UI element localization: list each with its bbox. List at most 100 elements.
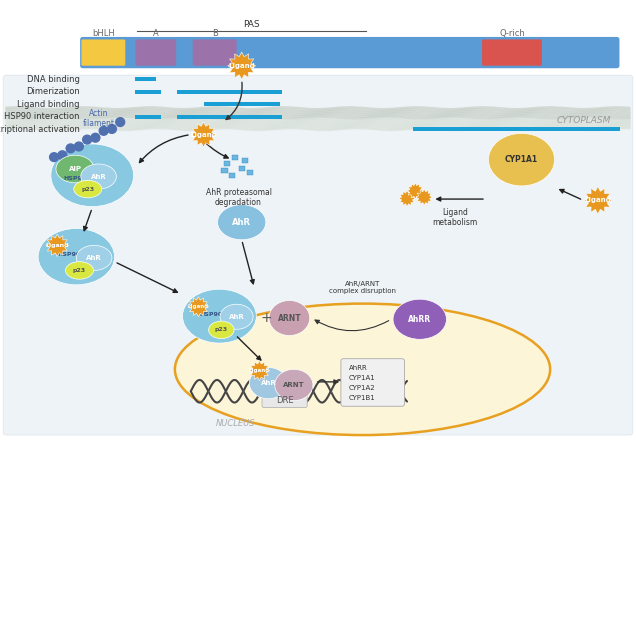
Bar <box>177 115 282 119</box>
Text: PAS: PAS <box>243 20 259 29</box>
Text: AIP: AIP <box>69 166 81 172</box>
FancyBboxPatch shape <box>80 37 619 68</box>
Bar <box>224 161 230 166</box>
Text: CYP1A1: CYP1A1 <box>505 155 538 164</box>
Text: HSP90: HSP90 <box>64 176 86 181</box>
Bar <box>413 127 620 131</box>
Bar <box>204 102 280 106</box>
Text: AhR: AhR <box>86 255 102 261</box>
Text: Ligand: Ligand <box>228 63 255 69</box>
Ellipse shape <box>51 144 134 207</box>
FancyBboxPatch shape <box>135 39 176 66</box>
FancyBboxPatch shape <box>482 39 542 66</box>
Bar <box>135 90 161 94</box>
Polygon shape <box>46 234 69 257</box>
FancyBboxPatch shape <box>3 75 633 435</box>
Polygon shape <box>191 122 216 147</box>
FancyBboxPatch shape <box>81 39 125 66</box>
Bar <box>135 77 156 81</box>
Text: DNA binding: DNA binding <box>27 74 80 84</box>
Text: Transcriptional activation: Transcriptional activation <box>0 125 80 134</box>
Ellipse shape <box>220 304 253 329</box>
Polygon shape <box>188 297 209 317</box>
Ellipse shape <box>218 205 266 240</box>
Text: Ligand: Ligand <box>188 304 209 309</box>
Ellipse shape <box>249 367 287 399</box>
FancyBboxPatch shape <box>341 359 404 406</box>
Circle shape <box>58 151 67 160</box>
Text: p23: p23 <box>81 187 94 192</box>
Circle shape <box>91 133 100 142</box>
Bar <box>221 168 228 173</box>
Ellipse shape <box>38 228 114 285</box>
Text: HSP90 interaction: HSP90 interaction <box>4 112 80 121</box>
Circle shape <box>99 126 108 135</box>
Text: AhR: AhR <box>229 314 244 320</box>
Circle shape <box>50 153 59 162</box>
Circle shape <box>83 135 92 144</box>
Text: bHLH: bHLH <box>92 29 115 38</box>
Text: Q-rich: Q-rich <box>499 29 525 38</box>
Text: Actin
filament: Actin filament <box>83 109 114 128</box>
Ellipse shape <box>175 304 550 435</box>
Circle shape <box>107 125 116 133</box>
Ellipse shape <box>209 321 234 339</box>
Polygon shape <box>584 187 612 214</box>
Circle shape <box>74 142 83 151</box>
Polygon shape <box>228 52 256 80</box>
Ellipse shape <box>269 300 310 336</box>
Text: ARNT: ARNT <box>277 314 301 322</box>
Text: CYTOPLASM: CYTOPLASM <box>556 116 611 125</box>
Text: p23: p23 <box>73 268 86 273</box>
Text: AhRR: AhRR <box>408 315 431 324</box>
Ellipse shape <box>76 245 112 270</box>
Polygon shape <box>416 189 432 205</box>
Text: +: + <box>260 311 272 325</box>
Text: AhR: AhR <box>91 173 106 180</box>
Ellipse shape <box>393 299 446 339</box>
Text: B: B <box>212 29 218 38</box>
Ellipse shape <box>275 369 313 401</box>
Text: Ligand
metabolism: Ligand metabolism <box>432 208 478 227</box>
Text: CYP1B1: CYP1B1 <box>349 395 375 401</box>
Bar <box>238 166 245 171</box>
Text: Dimerization: Dimerization <box>25 87 80 96</box>
Text: Ligand: Ligand <box>190 131 217 138</box>
Bar <box>177 90 282 94</box>
Polygon shape <box>249 361 270 381</box>
Text: DRE: DRE <box>276 396 294 405</box>
Text: AhR/ARNT
complex disruption: AhR/ARNT complex disruption <box>329 281 396 294</box>
Text: AhR: AhR <box>232 218 251 227</box>
Text: Ligand binding: Ligand binding <box>17 100 80 109</box>
Text: AhR: AhR <box>261 380 276 386</box>
Text: Ligand: Ligand <box>46 243 69 248</box>
Ellipse shape <box>56 155 94 183</box>
Text: Ligand: Ligand <box>584 197 611 203</box>
Text: CYP1A1: CYP1A1 <box>349 375 375 381</box>
Bar <box>247 170 253 175</box>
Bar <box>135 115 161 119</box>
Bar <box>232 155 238 160</box>
Text: NUCLEUS: NUCLEUS <box>216 419 256 428</box>
Ellipse shape <box>66 262 93 279</box>
Text: CYP1A2: CYP1A2 <box>349 385 375 391</box>
Circle shape <box>116 118 125 126</box>
Ellipse shape <box>488 133 555 186</box>
Bar <box>229 173 235 178</box>
Text: AhR proteasomal
degradation: AhR proteasomal degradation <box>205 188 272 207</box>
Text: A: A <box>153 29 159 38</box>
Text: HSP90: HSP90 <box>200 312 223 317</box>
Polygon shape <box>407 183 424 199</box>
Text: HSP90: HSP90 <box>57 252 80 257</box>
Text: p23: p23 <box>215 327 228 332</box>
Polygon shape <box>399 190 415 207</box>
Ellipse shape <box>81 164 116 189</box>
Text: AhRR: AhRR <box>349 365 367 371</box>
Text: Ligand: Ligand <box>249 368 270 373</box>
Text: ARNT: ARNT <box>283 382 305 388</box>
Bar <box>242 158 248 163</box>
Circle shape <box>66 144 75 153</box>
Ellipse shape <box>74 180 102 198</box>
FancyBboxPatch shape <box>262 394 307 408</box>
FancyBboxPatch shape <box>193 39 237 66</box>
